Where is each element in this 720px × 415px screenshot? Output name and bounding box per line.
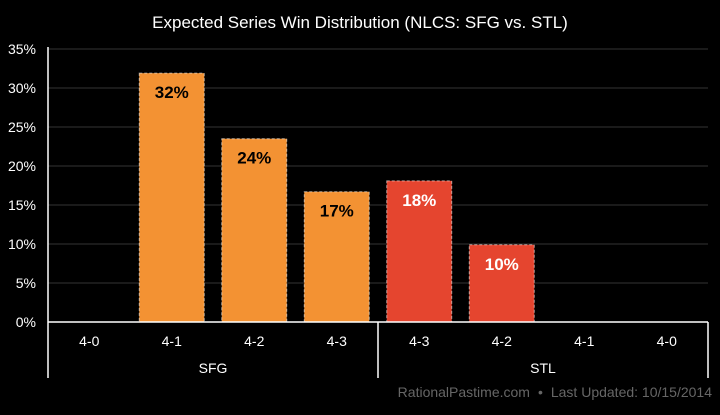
bar-stl-4-3 xyxy=(386,180,453,323)
bar-sfg-4-3 xyxy=(303,191,370,323)
data-label: 32% xyxy=(155,83,189,102)
footer-separator: • xyxy=(538,384,543,400)
x-tick-label: 4-2 xyxy=(492,333,512,349)
group-label-sfg: SFG xyxy=(199,360,228,376)
x-tick-label: 4-3 xyxy=(409,333,429,349)
x-tick-label: 4-0 xyxy=(657,333,677,349)
y-tick-label: 30% xyxy=(8,80,36,96)
x-tick-label: 4-1 xyxy=(574,333,594,349)
bar-sfg-4-2 xyxy=(221,138,288,323)
y-tick-label: 0% xyxy=(16,314,36,330)
bar-sfg-4-1 xyxy=(138,72,205,323)
x-tick-label: 4-3 xyxy=(327,333,347,349)
data-label: 17% xyxy=(320,202,354,221)
footer-site: RationalPastime.com xyxy=(398,384,530,400)
x-tick-label: 4-1 xyxy=(162,333,182,349)
footer-updated: Last Updated: 10/15/2014 xyxy=(551,384,712,400)
data-label: 24% xyxy=(237,149,271,168)
y-tick-label: 20% xyxy=(8,158,36,174)
data-label: 10% xyxy=(485,255,519,274)
y-tick-label: 25% xyxy=(8,119,36,135)
x-tick-label: 4-2 xyxy=(244,333,264,349)
footer-text: RationalPastime.com • Last Updated: 10/15/… xyxy=(398,384,713,400)
y-tick-label: 10% xyxy=(8,236,36,252)
y-tick-label: 15% xyxy=(8,197,36,213)
group-label-stl: STL xyxy=(530,360,556,376)
y-tick-label: 35% xyxy=(8,41,36,57)
bar-stl-4-2 xyxy=(468,244,535,323)
x-tick-label: 4-0 xyxy=(79,333,99,349)
y-tick-label: 5% xyxy=(16,275,36,291)
data-label: 18% xyxy=(402,191,436,210)
chart-title: Expected Series Win Distribution (NLCS: … xyxy=(152,13,568,32)
